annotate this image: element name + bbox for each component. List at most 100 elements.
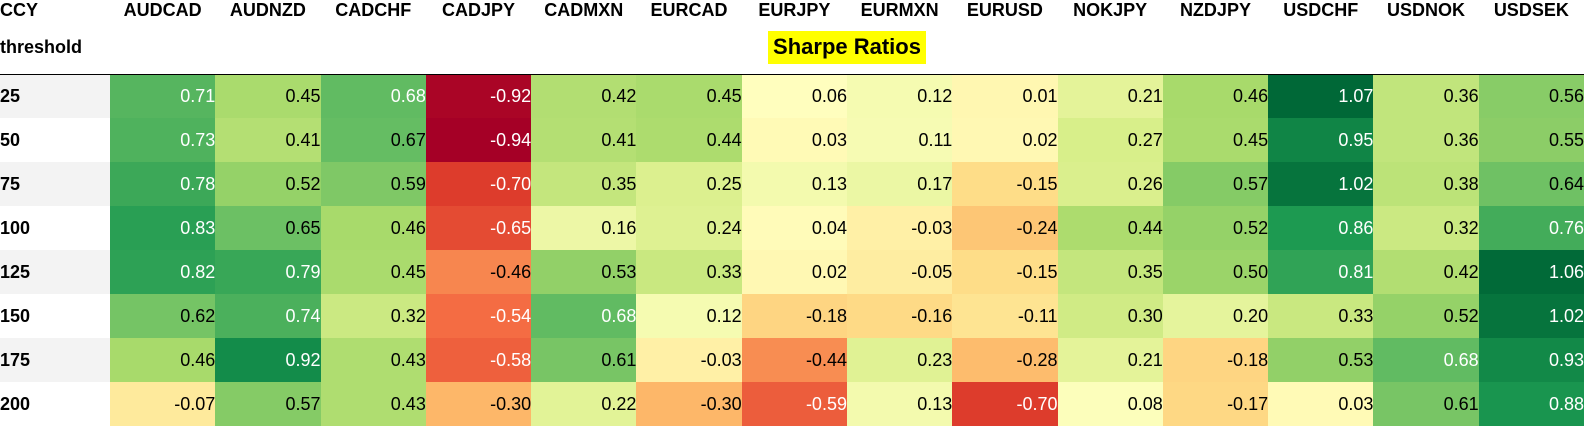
row-index-header-label: threshold — [0, 21, 110, 75]
heatmap-cell-usdchf-125: 0.81 — [1268, 250, 1374, 294]
heatmap-cell-eurcad-200: -0.30 — [636, 382, 742, 426]
heatmap-cell-eurjpy-50: 0.03 — [741, 118, 847, 162]
chart-title-cell: Sharpe Ratios — [110, 21, 1584, 75]
column-header-eurmxn: EURMXN — [860, 0, 939, 20]
column-header-cadjpy: CADJPY — [441, 0, 515, 20]
heatmap-cell-cadjpy-175: -0.58 — [425, 338, 532, 382]
heatmap-cell-audnzd-200: 0.57 — [215, 382, 321, 426]
heatmap-cell-audcad-25: 0.71 — [110, 74, 216, 118]
heatmap-cell-eurusd-25: 0.01 — [952, 74, 1058, 118]
heatmap-cell-cadmxn-150: 0.68 — [531, 294, 637, 338]
heatmap-cell-eurjpy-175: -0.44 — [741, 338, 847, 382]
heatmap-cell-eurjpy-200: -0.59 — [741, 382, 847, 426]
column-header-eurcad: EURCAD — [650, 0, 728, 20]
heatmap-cell-eurcad-50: 0.44 — [636, 118, 742, 162]
row-label-threshold-50: 50 — [0, 118, 110, 162]
heatmap-cell-usdnok-150: 0.52 — [1373, 294, 1479, 338]
heatmap-cell-eurcad-175: -0.03 — [636, 338, 742, 382]
table-row: 75 0.78 0.52 0.59 -0.70 0.35 0.25 0.13 0.17 -0.15… — [0, 162, 1584, 206]
heatmap-cell-nokjpy-150: 0.30 — [1057, 294, 1163, 338]
heatmap-cell-usdchf-25: 1.07 — [1268, 74, 1374, 118]
heatmap-cell-cadchf-200: 0.43 — [320, 382, 426, 426]
heatmap-cell-nzdjpy-200: -0.17 — [1162, 382, 1269, 426]
column-header-usdchf: USDCHF — [1283, 0, 1359, 20]
heatmap-cell-audnzd-125: 0.79 — [215, 250, 321, 294]
heatmap-cell-eurusd-200: -0.70 — [952, 382, 1058, 426]
row-label-threshold-200: 200 — [0, 382, 110, 426]
table-row: 100 0.83 0.65 0.46 -0.65 0.16 0.24 0.04 -0.03 -0.… — [0, 206, 1584, 250]
heatmap-cell-eurcad-125: 0.33 — [636, 250, 742, 294]
heatmap-cell-eurmxn-100: -0.03 — [846, 206, 953, 250]
row-label-threshold-75: 75 — [0, 162, 110, 206]
heatmap-cell-audnzd-100: 0.65 — [215, 206, 321, 250]
heatmap-cell-eurmxn-175: 0.23 — [846, 338, 953, 382]
heatmap-cell-usdnok-50: 0.36 — [1373, 118, 1479, 162]
heatmap-cell-usdsek-150: 1.02 — [1478, 294, 1584, 338]
column-header-usdnok: USDNOK — [1387, 0, 1466, 20]
heatmap-cell-cadchf-150: 0.32 — [320, 294, 426, 338]
heatmap-cell-cadchf-125: 0.45 — [320, 250, 426, 294]
heatmap-cell-eurjpy-125: 0.02 — [741, 250, 847, 294]
heatmap-cell-usdchf-50: 0.95 — [1268, 118, 1374, 162]
heatmap-cell-usdnok-175: 0.68 — [1373, 338, 1479, 382]
column-header-usdsek: USDSEK — [1493, 0, 1569, 20]
heatmap-cell-nokjpy-100: 0.44 — [1057, 206, 1163, 250]
heatmap-cell-nokjpy-125: 0.35 — [1057, 250, 1163, 294]
heatmap-cell-cadjpy-200: -0.30 — [425, 382, 532, 426]
heatmap-cell-nokjpy-25: 0.21 — [1057, 74, 1163, 118]
heatmap-cell-audcad-125: 0.82 — [110, 250, 216, 294]
heatmap-cell-usdchf-75: 1.02 — [1268, 162, 1374, 206]
table-row: 50 0.73 0.41 0.67 -0.94 0.41 0.44 0.03 0.11 0.02 0… — [0, 118, 1584, 162]
heatmap-cell-eurusd-175: -0.28 — [952, 338, 1058, 382]
heatmap-cell-cadmxn-75: 0.35 — [531, 162, 637, 206]
column-header-audcad: AUDCAD — [123, 0, 202, 20]
heatmap-cell-usdnok-75: 0.38 — [1373, 162, 1479, 206]
heatmap-cell-audnzd-50: 0.41 — [215, 118, 321, 162]
heatmap-cell-eurcad-100: 0.24 — [636, 206, 742, 250]
heatmap-cell-audcad-150: 0.62 — [110, 294, 216, 338]
heatmap-cell-nzdjpy-50: 0.45 — [1162, 118, 1269, 162]
index-header-label: CCY — [0, 0, 39, 20]
table-row: 175 0.46 0.92 0.43 -0.58 0.61 -0.03 -0.44 0.23 -0… — [0, 338, 1584, 382]
heatmap-cell-cadmxn-200: 0.22 — [531, 382, 637, 426]
heatmap-cell-usdnok-25: 0.36 — [1373, 74, 1479, 118]
heatmap-cell-usdsek-125: 1.06 — [1478, 250, 1584, 294]
column-header-cadchf: CADCHF — [335, 0, 412, 20]
heatmap-cell-audcad-75: 0.78 — [110, 162, 216, 206]
heatmap-cell-audnzd-150: 0.74 — [215, 294, 321, 338]
heatmap-cell-cadjpy-150: -0.54 — [425, 294, 532, 338]
heatmap-cell-audcad-175: 0.46 — [110, 338, 216, 382]
table-row: 25 0.71 0.45 0.68 -0.92 0.42 0.45 0.06 0.12 0.01 0… — [0, 74, 1584, 118]
heatmap-cell-eurjpy-150: -0.18 — [741, 294, 847, 338]
heatmap-cell-eurmxn-25: 0.12 — [846, 74, 953, 118]
heatmap-cell-usdnok-200: 0.61 — [1373, 382, 1479, 426]
heatmap-cell-audcad-100: 0.83 — [110, 206, 216, 250]
heatmap-cell-audnzd-25: 0.45 — [215, 74, 321, 118]
heatmap-cell-eurmxn-150: -0.16 — [846, 294, 953, 338]
heatmap-cell-cadchf-25: 0.68 — [320, 74, 426, 118]
heatmap-cell-cadchf-75: 0.59 — [320, 162, 426, 206]
heatmap-cell-usdsek-175: 0.93 — [1478, 338, 1584, 382]
heatmap-cell-usdnok-125: 0.42 — [1373, 250, 1479, 294]
heatmap-cell-eurcad-150: 0.12 — [636, 294, 742, 338]
heatmap-cell-usdchf-100: 0.86 — [1268, 206, 1374, 250]
heatmap-cell-eurusd-125: -0.15 — [952, 250, 1058, 294]
column-header-audnzd: AUDNZD — [229, 0, 306, 20]
row-label-threshold-150: 150 — [0, 294, 110, 338]
heatmap-cell-nzdjpy-125: 0.50 — [1162, 250, 1269, 294]
heatmap-cell-nzdjpy-175: -0.18 — [1162, 338, 1269, 382]
table-row: 150 0.62 0.74 0.32 -0.54 0.68 0.12 -0.18 -0.16 -0… — [0, 294, 1584, 338]
heatmap-cell-eurmxn-125: -0.05 — [846, 250, 953, 294]
heatmap-cell-usdchf-200: 0.03 — [1268, 382, 1374, 426]
heatmap-cell-nzdjpy-100: 0.52 — [1162, 206, 1269, 250]
heatmap-cell-cadmxn-125: 0.53 — [531, 250, 637, 294]
heatmap-cell-eurcad-25: 0.45 — [636, 74, 742, 118]
heatmap-cell-cadmxn-50: 0.41 — [531, 118, 637, 162]
heatmap-cell-nzdjpy-75: 0.57 — [1162, 162, 1269, 206]
heatmap-cell-eurjpy-25: 0.06 — [741, 74, 847, 118]
heatmap-cell-cadchf-175: 0.43 — [320, 338, 426, 382]
row-label-threshold-100: 100 — [0, 206, 110, 250]
heatmap-cell-usdsek-50: 0.55 — [1478, 118, 1584, 162]
heatmap-cell-nzdjpy-150: 0.20 — [1162, 294, 1269, 338]
